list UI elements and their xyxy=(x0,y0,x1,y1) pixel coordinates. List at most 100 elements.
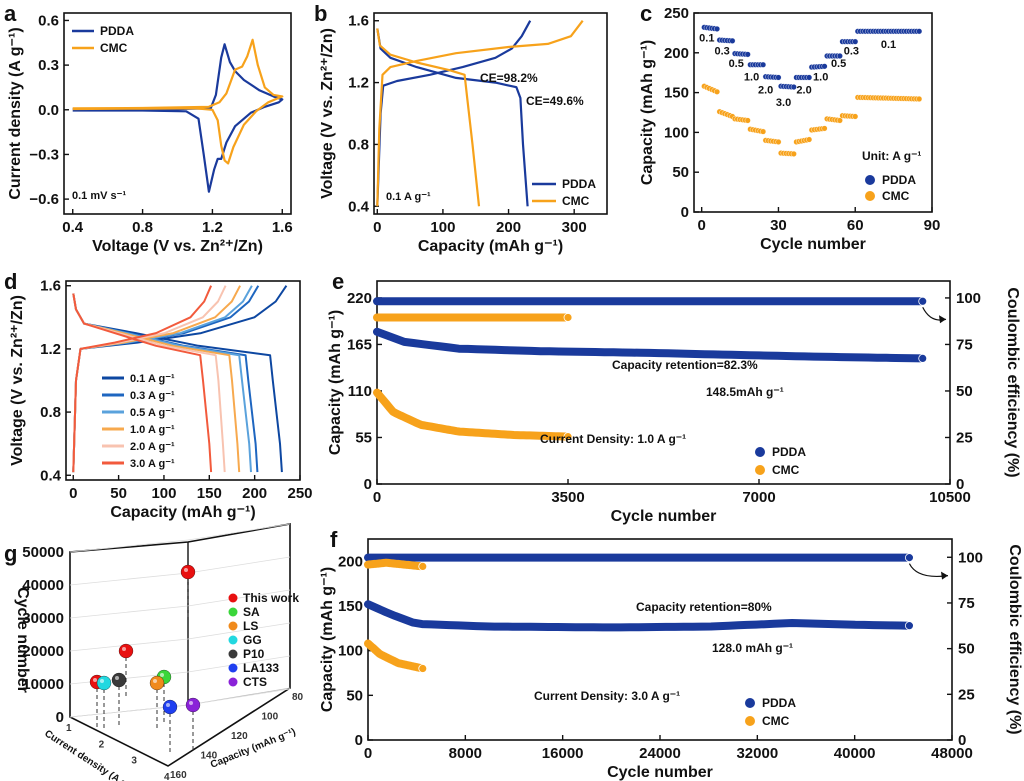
legend-label: P10 xyxy=(243,647,265,661)
data-point xyxy=(916,95,923,102)
x-axis-title: Cycle number xyxy=(607,764,713,781)
panel-label: d xyxy=(4,269,17,294)
y-axis-title: Capacity (mAh g⁻¹) xyxy=(209,727,297,771)
y-tick-label: 150 xyxy=(664,85,689,102)
x-tick-label: 48000 xyxy=(931,745,973,762)
grid-line xyxy=(69,539,189,553)
x-tick-label: 0 xyxy=(698,217,706,234)
x-tick-label: 1.6 xyxy=(272,219,293,236)
x-tick-label: 3500 xyxy=(551,489,584,506)
x-axis-title: Voltage (V vs. Zn²⁺/Zn) xyxy=(92,238,263,255)
y-tick-label: 0 xyxy=(355,732,363,749)
y-axis-title: Capacity (mAh g⁻¹) xyxy=(639,40,656,185)
y-tick-label: 0.4 xyxy=(40,467,62,484)
legend-label: 3.0 A g⁻¹ xyxy=(130,458,175,470)
series-end-marker xyxy=(563,313,573,322)
y-tick-label: −0.3 xyxy=(29,146,59,163)
data-point xyxy=(775,138,782,145)
plot-frame xyxy=(65,280,301,481)
y-tick-label: 100 xyxy=(664,124,689,141)
data-point xyxy=(836,52,843,59)
y-tick-label: 150 xyxy=(338,598,363,615)
legend-marker xyxy=(228,593,238,603)
data-point xyxy=(806,74,813,81)
series-band xyxy=(364,639,427,673)
y-tick-label: 0 xyxy=(364,476,372,493)
legend-label: PDDA xyxy=(100,24,134,38)
panel-label: f xyxy=(330,527,338,552)
data-sphere xyxy=(162,699,178,715)
data-point xyxy=(714,25,721,32)
y-axis-title: Voltage (V vs. Zn²⁺/Zn) xyxy=(9,295,26,466)
data-point xyxy=(760,61,767,68)
y2-tick-label: 25 xyxy=(958,686,975,703)
y2-axis-title: Coulombic efficiency (%) xyxy=(1006,544,1023,734)
x-axis-title: Cycle number xyxy=(760,236,866,253)
legend-label: PDDA xyxy=(762,696,796,710)
y2-tick-label: 0 xyxy=(958,732,966,749)
annotation: Capacity retention=80% xyxy=(636,600,772,614)
data-point xyxy=(775,74,782,81)
x-tick-label: 3 xyxy=(131,756,137,767)
chart-rate: 0 30 60 90 0 50 100 150 200 250 Cycle number Capaci… xyxy=(639,1,940,253)
x-tick-label: 1 xyxy=(66,723,72,734)
legend-marker xyxy=(228,677,238,687)
x-axis-title: Cycle number xyxy=(611,508,717,525)
legend-marker xyxy=(865,175,875,185)
legend-marker xyxy=(228,621,238,631)
legend-label: GG xyxy=(243,633,262,647)
y2-tick-label: 0 xyxy=(956,476,964,493)
series-end-marker xyxy=(905,621,914,631)
annotation-scan-rate: 0.1 mV s⁻¹ xyxy=(72,190,126,202)
rate-label: 1.0 xyxy=(744,72,759,84)
panel-label: b xyxy=(314,1,327,26)
z-tick-label: 20000 xyxy=(22,643,64,660)
chart-cycling-f: 0 8000 16000 24000 32000 40000 480000501001502… xyxy=(319,527,1023,781)
y-tick-label: 220 xyxy=(347,290,372,307)
x-tick-label: 150 xyxy=(197,485,222,502)
x-tick-label: 0.8 xyxy=(132,219,153,236)
data-point xyxy=(790,84,797,91)
y-tick-label: 165 xyxy=(347,336,372,353)
grid-line xyxy=(69,605,189,619)
y-tick-label: 50 xyxy=(672,164,689,181)
panel-label: g xyxy=(4,541,17,566)
sphere-highlight xyxy=(122,647,126,651)
arrowhead-icon xyxy=(941,571,948,580)
legend-title: Unit: A g⁻¹ xyxy=(862,149,921,163)
x-tick-label: 60 xyxy=(847,217,864,234)
sphere-highlight xyxy=(115,676,119,680)
data-sphere xyxy=(149,675,165,691)
legend-label: This work xyxy=(243,591,299,605)
rate-label: 0.1 xyxy=(881,39,896,51)
series-end-marker xyxy=(418,562,428,571)
legend-label: 0.3 A g⁻¹ xyxy=(130,390,175,402)
series-line xyxy=(376,28,481,207)
z-tick-label: 10000 xyxy=(22,676,64,693)
annotation: Current Density: 3.0 A g⁻¹ xyxy=(534,689,680,703)
x-tick-label: 100 xyxy=(430,219,455,236)
legend-label: PDDA xyxy=(882,173,916,187)
y2-tick-label: 50 xyxy=(958,641,975,658)
legend-marker xyxy=(228,635,238,645)
panel-label: c xyxy=(640,1,652,26)
data-point xyxy=(729,37,736,44)
series-end-marker xyxy=(905,553,914,563)
z-tick-label: 30000 xyxy=(22,610,64,627)
legend-marker xyxy=(755,447,765,457)
data-point xyxy=(836,117,843,124)
data-point xyxy=(821,63,828,70)
y-tick-label: 0.6 xyxy=(38,12,59,29)
legend-label: 0.1 A g⁻¹ xyxy=(130,373,175,385)
y2-tick-label: 75 xyxy=(958,595,975,612)
data-point xyxy=(790,150,797,157)
grid-line xyxy=(187,688,291,706)
chart-3d-comparison: 0 10000 20000 30000 40000 50000 Cycle number g 1… xyxy=(4,523,304,781)
plot-frame xyxy=(63,12,292,215)
x-tick-label: 30 xyxy=(770,217,787,234)
legend-label: CMC xyxy=(772,463,800,477)
grid-line xyxy=(69,572,189,586)
legend-label: CTS xyxy=(243,675,267,689)
legend-label: 2.0 A g⁻¹ xyxy=(130,441,175,453)
z-tick-label: 0 xyxy=(56,709,64,726)
